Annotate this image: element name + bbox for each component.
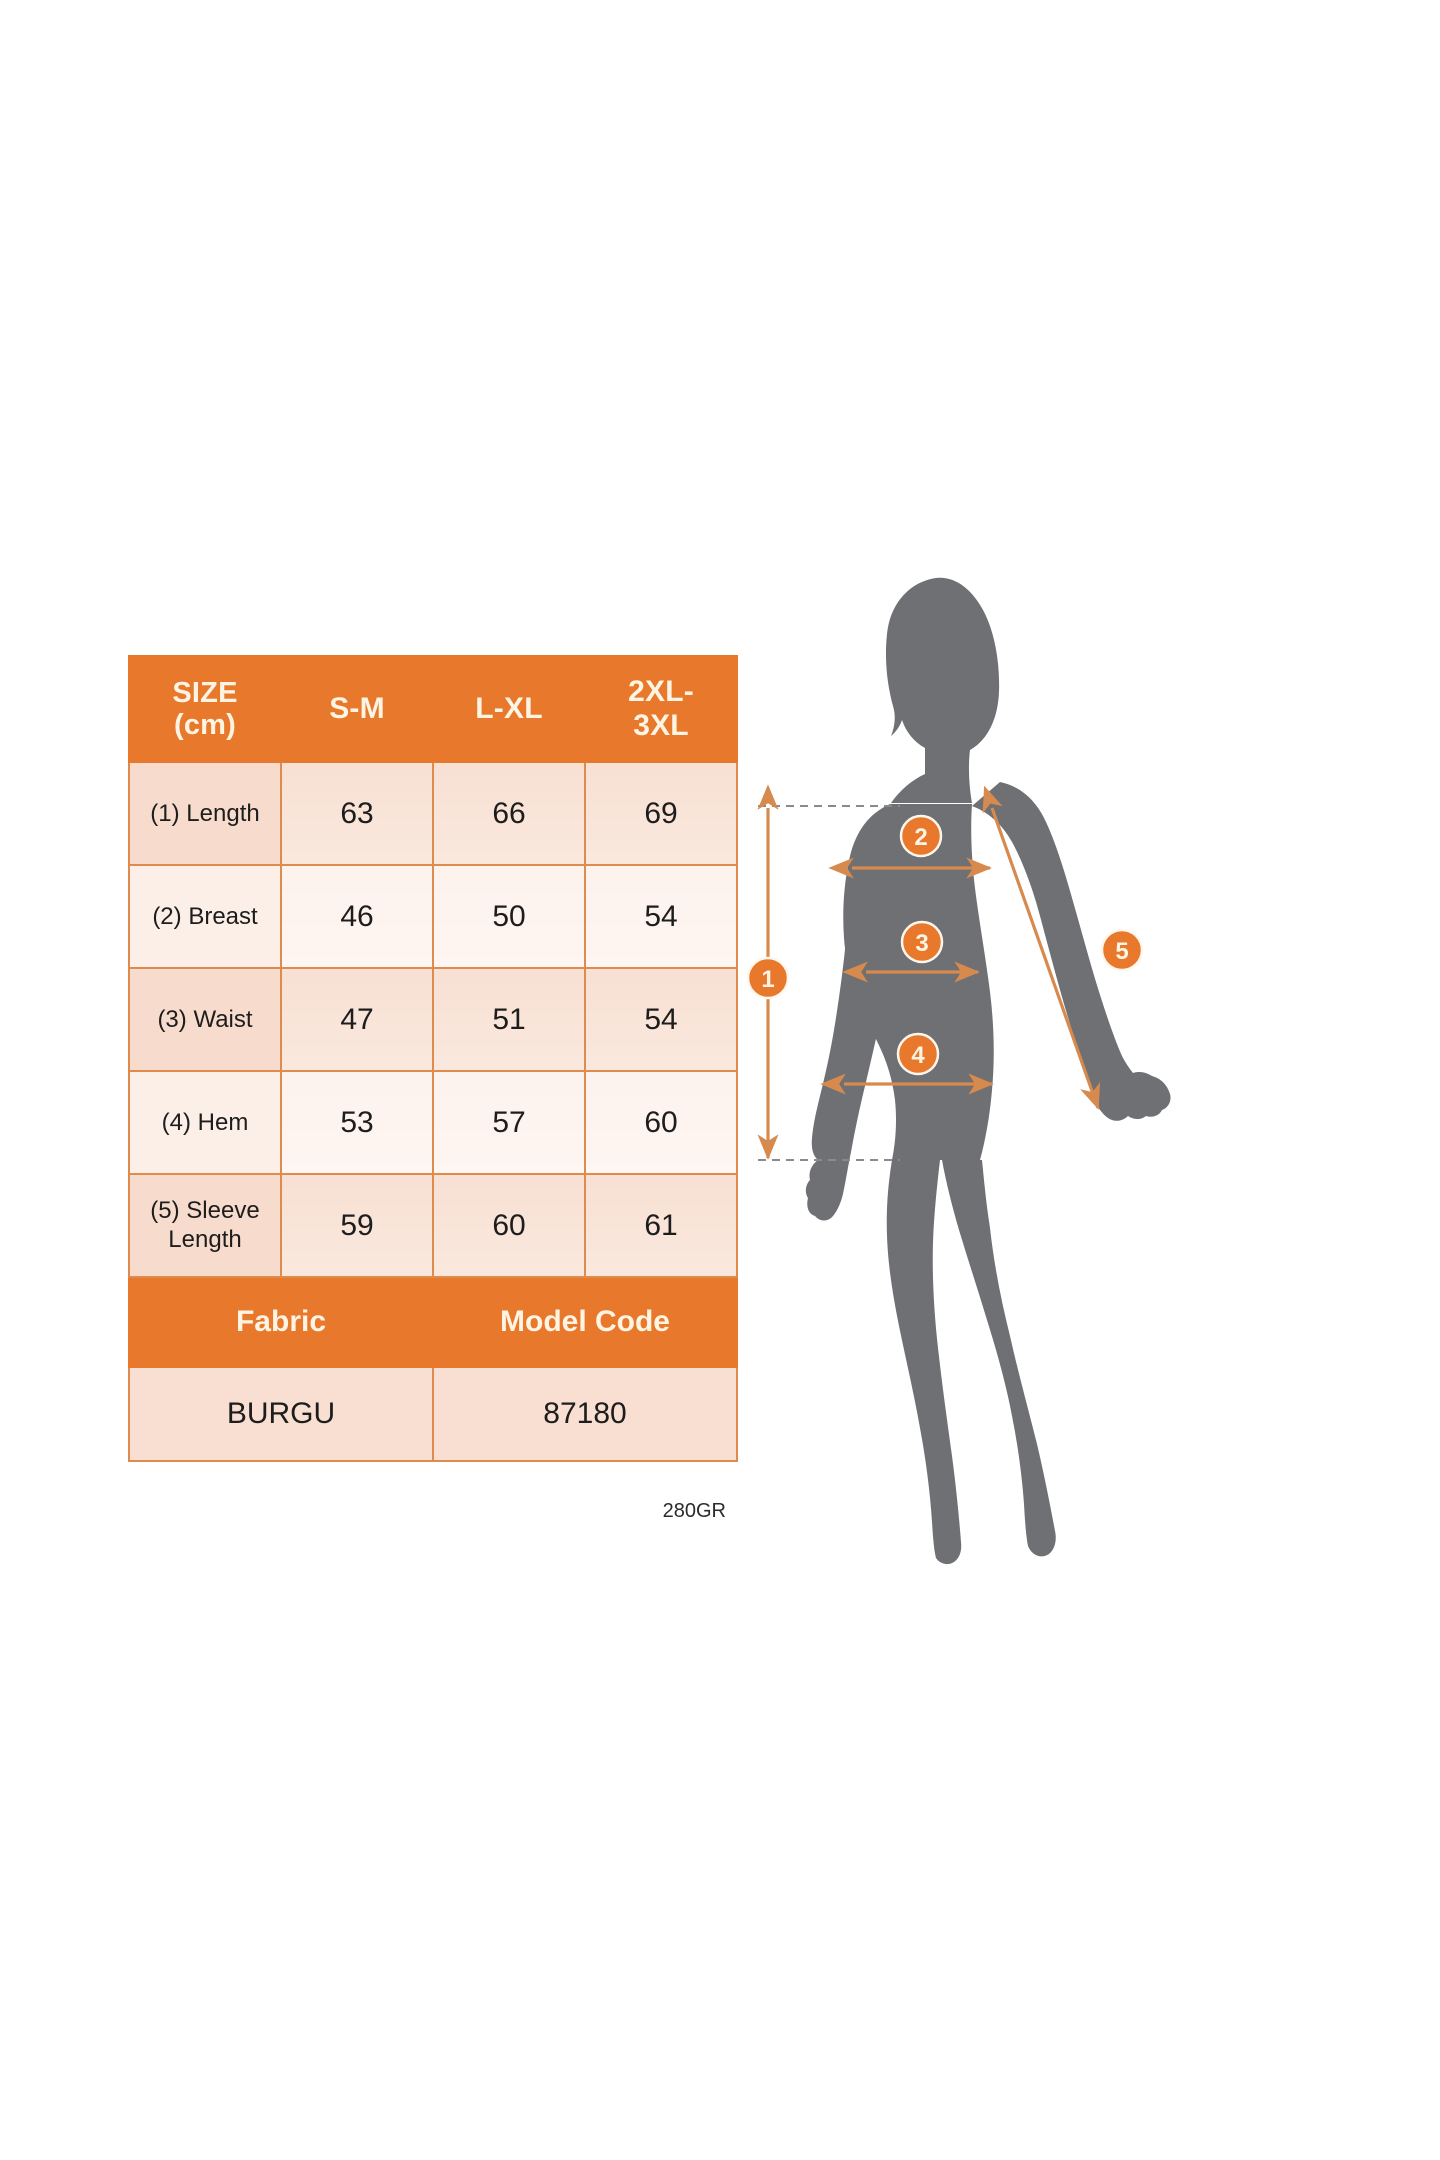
size-chart-table-container: SIZE (cm) S-M L-XL 2XL- 3XL (1) Length 6…: [128, 655, 738, 1462]
marker-1-length: 1: [746, 956, 790, 1000]
table-header-row: SIZE (cm) S-M L-XL 2XL- 3XL: [128, 655, 738, 763]
marker-5-circle: [1100, 928, 1144, 972]
cell-sleeve-sm: 59: [280, 1173, 434, 1278]
header-2xl-line1: 2XL-: [628, 675, 694, 709]
table-row: (2) Breast 46 50 54: [128, 864, 738, 969]
cell-sleeve-lxl: 60: [432, 1173, 586, 1278]
fabric-weight-caption: 280GR: [662, 1500, 726, 1522]
table-footer-values-row: BURGU 87180: [128, 1366, 738, 1462]
marker-3-label: 3: [915, 930, 928, 957]
head-and-hair: [885, 577, 1000, 803]
row-label-waist: (3) Waist: [128, 967, 282, 1072]
female-silhouette-diagram: 1 2 3 4 5: [746, 577, 1171, 1565]
measurement-markers: 1 2 3 4 5: [746, 814, 1144, 1076]
cell-length-lxl: 66: [432, 761, 586, 866]
marker-2-breast: 2: [899, 814, 943, 858]
cell-sleeve-2xl3xl: 61: [584, 1173, 738, 1278]
arrow-sleeve-length: [982, 785, 1101, 1110]
marker-1-label: 1: [761, 966, 774, 993]
cell-length-2xl3xl: 69: [584, 761, 738, 866]
header-model-code: Model Code: [432, 1276, 738, 1368]
measurement-figure-panel: 1 2 3 4 5: [740, 560, 1220, 1570]
marker-5-sleeve-length: 5: [1100, 928, 1144, 972]
table-row: (4) Hem 53 57 60: [128, 1070, 738, 1175]
header-size-line1: SIZE: [172, 676, 238, 709]
guide-lines: [758, 805, 900, 1161]
marker-4-circle: [896, 1032, 940, 1076]
header-column-sm: S-M: [280, 655, 434, 763]
left-arm: [805, 808, 902, 1221]
header-size-line2: (cm): [173, 709, 237, 741]
cell-length-sm: 63: [280, 761, 434, 866]
marker-3-circle: [900, 920, 944, 964]
cell-breast-sm: 46: [280, 864, 434, 969]
cell-waist-2xl3xl: 54: [584, 967, 738, 1072]
marker-3-waist: 3: [900, 920, 944, 964]
header-2xl-line2: 3XL: [633, 709, 689, 742]
marker-4-label: 4: [911, 1042, 925, 1069]
marker-1-circle: [746, 956, 790, 1000]
table-footer-header-row: Fabric Model Code: [128, 1276, 738, 1368]
silhouette-body: [805, 577, 1171, 1565]
sleeve-label-line1: (5) Sleeve: [150, 1197, 260, 1225]
cell-breast-2xl3xl: 54: [584, 864, 738, 969]
cell-hem-2xl3xl: 60: [584, 1070, 738, 1175]
cell-waist-lxl: 51: [432, 967, 586, 1072]
row-label-length: (1) Length: [128, 761, 282, 866]
marker-2-label: 2: [914, 824, 927, 851]
left-leg: [886, 1160, 962, 1565]
row-label-breast: (2) Breast: [128, 864, 282, 969]
cell-hem-sm: 53: [280, 1070, 434, 1175]
cell-model-code-value: 87180: [432, 1366, 738, 1462]
marker-2-circle: [899, 814, 943, 858]
row-label-sleeve-length: (5) Sleeve Length: [128, 1173, 282, 1278]
cell-breast-lxl: 50: [432, 864, 586, 969]
right-leg: [942, 1160, 1056, 1557]
marker-5-label: 5: [1115, 938, 1128, 965]
marker-4-hem: 4: [896, 1032, 940, 1076]
table-row: (3) Waist 47 51 54: [128, 967, 738, 1072]
size-chart-table: SIZE (cm) S-M L-XL 2XL- 3XL (1) Length 6…: [128, 655, 738, 1462]
header-column-2xl-3xl: 2XL- 3XL: [584, 655, 738, 763]
row-label-hem: (4) Hem: [128, 1070, 282, 1175]
table-row: (1) Length 63 66 69: [128, 761, 738, 866]
cell-hem-lxl: 57: [432, 1070, 586, 1175]
header-fabric: Fabric: [128, 1276, 434, 1368]
cell-waist-sm: 47: [280, 967, 434, 1072]
header-column-lxl: L-XL: [432, 655, 586, 763]
sleeve-label-line2: Length: [168, 1225, 242, 1253]
cell-fabric-value: BURGU: [128, 1366, 434, 1462]
header-size-cm: SIZE (cm): [128, 655, 282, 763]
table-row: (5) Sleeve Length 59 60 61: [128, 1173, 738, 1278]
